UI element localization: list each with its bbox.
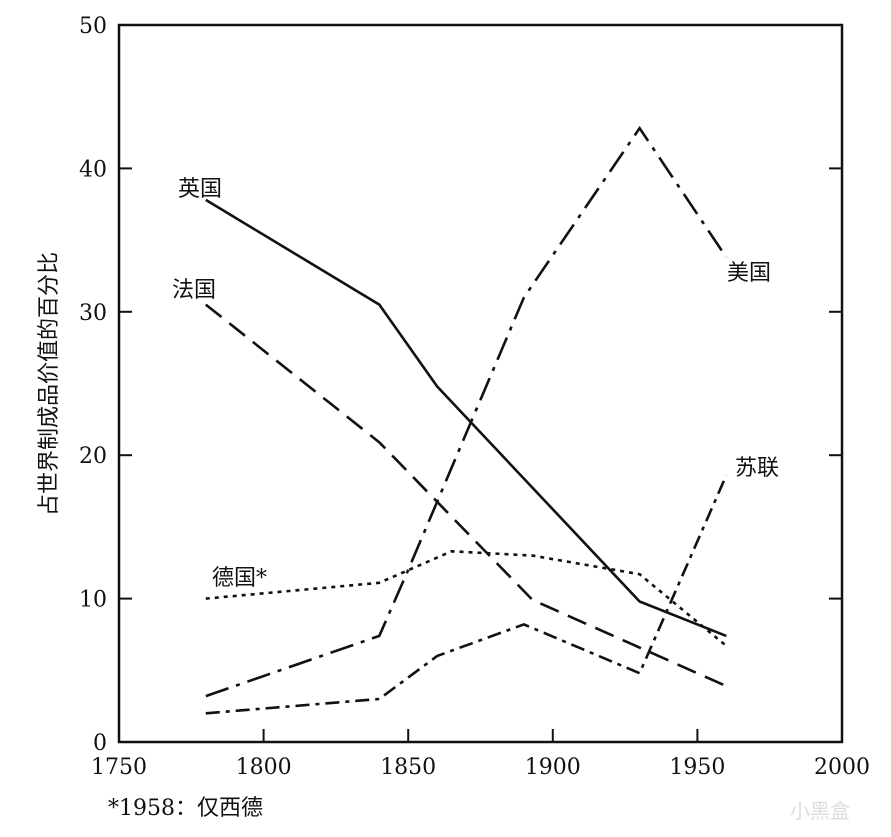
y-tick-label: 10 [79, 588, 107, 613]
x-tick-label: 1750 [91, 755, 147, 780]
x-tick-label: 1850 [380, 755, 436, 780]
x-tick-label: 1900 [525, 755, 581, 780]
x-tick-label: 1950 [669, 755, 725, 780]
y-axis-label: 占世界制成品价值的百分比 [37, 252, 62, 516]
series-label-3: 德国* [212, 566, 267, 591]
series-line-2 [205, 125, 728, 698]
y-tick-label: 40 [79, 157, 107, 182]
footnote: *1958：仅西德 [108, 796, 263, 821]
watermark: 小黑盒 [790, 799, 850, 823]
series-label-0: 英国 [178, 177, 222, 202]
y-tick-label: 0 [93, 731, 107, 756]
series-label-1: 法国 [172, 278, 216, 303]
series-label-2: 美国 [727, 261, 771, 286]
series-line-1 [204, 303, 727, 688]
x-tick-label: 2000 [814, 755, 870, 780]
y-tick-label: 50 [79, 14, 107, 39]
y-tick-label: 20 [79, 444, 107, 469]
plot-border [117, 23, 844, 744]
y-tick-label: 30 [79, 301, 107, 326]
series-line-0 [205, 198, 727, 638]
series-line-4 [205, 474, 728, 715]
series-label-4: 苏联 [735, 456, 779, 481]
series-line-3 [205, 549, 728, 647]
axis-ticks: 1750 1800 1850 1900 1950 2000 0 10 20 30 40 50 [79, 14, 870, 780]
plot-frame [117, 23, 844, 744]
series-lines [204, 125, 728, 715]
x-tick-label: 1800 [236, 755, 292, 780]
